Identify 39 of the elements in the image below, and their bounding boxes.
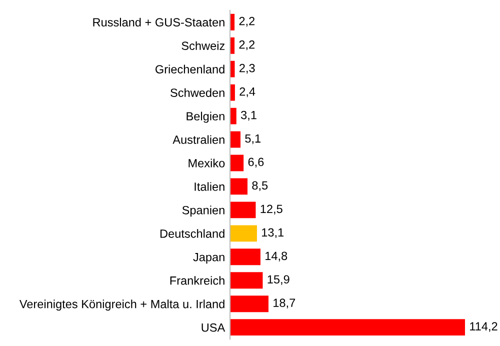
- bar: [230, 154, 244, 172]
- data-label: 5,1: [245, 134, 260, 144]
- data-label: 12,5: [260, 204, 282, 215]
- y-tick-label: USA: [202, 323, 226, 332]
- y-tick-label: Mexiko: [188, 158, 225, 168]
- y-tick-label: Deutschland: [160, 229, 224, 238]
- bar: [230, 108, 236, 124]
- y-tick-label: Italien: [194, 182, 224, 191]
- data-label: 2,4: [240, 87, 256, 98]
- data-label: 6,6: [248, 158, 264, 168]
- data-label: 2,2: [239, 40, 255, 50]
- y-tick-label: Griechenland: [156, 64, 224, 74]
- data-label: 18,7: [274, 298, 296, 308]
- data-label: 114,2: [470, 322, 498, 332]
- y-tick-label: Schweden: [170, 88, 224, 97]
- y-tick-label: Vereinigtes Königreich + Malta u. Irland: [19, 300, 224, 311]
- y-tick-label: Japan: [193, 253, 224, 264]
- bar: [230, 84, 235, 101]
- bar: [230, 225, 257, 242]
- data-label: 3,1: [240, 110, 256, 121]
- data-label: 8,5: [252, 181, 268, 192]
- y-tick-label: Schweiz: [182, 41, 225, 50]
- bar: [230, 319, 465, 336]
- bar: [230, 272, 263, 289]
- y-tick-label: Spanien: [182, 206, 224, 217]
- y-tick-label: Frankreich: [170, 276, 224, 285]
- bar: [230, 131, 240, 148]
- bar: [230, 296, 268, 312]
- data-label: 13,1: [262, 228, 284, 238]
- y-tick-label: Belgien: [186, 112, 224, 123]
- bar: [230, 178, 248, 195]
- y-tick-label: Russland + GUS-Staaten: [93, 18, 224, 27]
- data-label: 15,9: [268, 275, 290, 285]
- data-label: 2,3: [239, 64, 255, 74]
- bar: [230, 202, 256, 218]
- y-tick-label: Australien: [172, 135, 224, 144]
- bar: [230, 248, 260, 266]
- data-label: 14,8: [266, 252, 288, 262]
- data-label: 2,2: [239, 16, 255, 27]
